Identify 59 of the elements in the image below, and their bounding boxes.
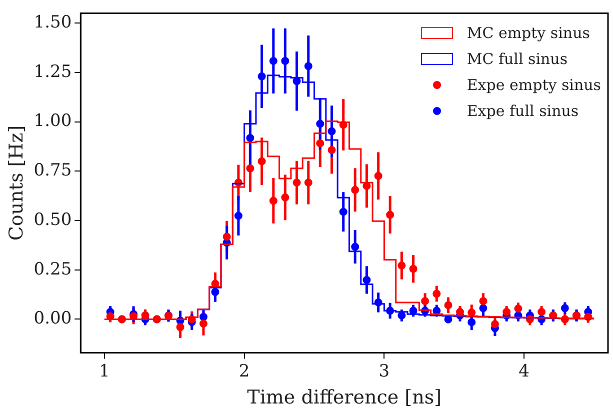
point — [199, 320, 208, 328]
y-tick-label: 0.75 — [34, 160, 72, 181]
point — [560, 304, 569, 312]
point — [456, 308, 464, 316]
point — [292, 178, 301, 187]
point — [386, 210, 394, 219]
point — [222, 232, 231, 241]
legend-label: Expe full sinus — [466, 102, 579, 120]
y-tick-label: 1.25 — [34, 62, 72, 82]
point — [351, 186, 360, 194]
point — [316, 139, 324, 148]
x-axis-title: Time difference [ns] — [247, 386, 442, 409]
y-tick-label: 1.50 — [34, 12, 72, 32]
point — [374, 172, 382, 180]
legend-label: Expe empty sinus — [466, 76, 601, 94]
point — [339, 208, 348, 216]
point — [246, 164, 254, 172]
point — [304, 62, 312, 70]
y-tick-label: 0.00 — [34, 308, 72, 329]
point — [398, 262, 406, 270]
legend-label: MC full sinus — [466, 50, 568, 68]
point — [444, 301, 452, 310]
point — [432, 290, 441, 298]
point — [409, 264, 418, 273]
point — [468, 318, 476, 326]
point — [281, 56, 290, 65]
x-tick-label: 3 — [378, 361, 390, 382]
point — [490, 320, 499, 328]
y-tick-label: 0.25 — [34, 259, 72, 280]
point — [269, 56, 278, 65]
point — [258, 157, 266, 166]
point — [246, 134, 254, 142]
y-axis-title: Counts [Hz] — [5, 125, 28, 241]
point — [258, 72, 266, 80]
point — [479, 297, 488, 306]
point — [328, 127, 336, 136]
point — [362, 276, 371, 284]
y-tick-label: 1.00 — [34, 111, 72, 132]
point — [479, 304, 488, 312]
x-tick-label: 1 — [99, 361, 110, 382]
x-tick-label: 2 — [238, 361, 250, 382]
point — [281, 193, 290, 202]
point — [316, 120, 324, 128]
point — [304, 178, 312, 187]
point — [514, 304, 522, 313]
point — [211, 288, 220, 296]
point — [502, 308, 511, 316]
point — [538, 308, 546, 316]
point — [234, 212, 242, 220]
x-tick-label: 4 — [518, 361, 530, 382]
y-tick-label: 0.50 — [34, 210, 72, 230]
point — [141, 311, 150, 320]
point — [199, 312, 208, 321]
legend-label: MC empty sinus — [466, 24, 590, 42]
point — [328, 146, 336, 154]
point — [269, 196, 278, 205]
point — [351, 242, 360, 251]
point — [421, 297, 430, 306]
point — [176, 323, 184, 332]
